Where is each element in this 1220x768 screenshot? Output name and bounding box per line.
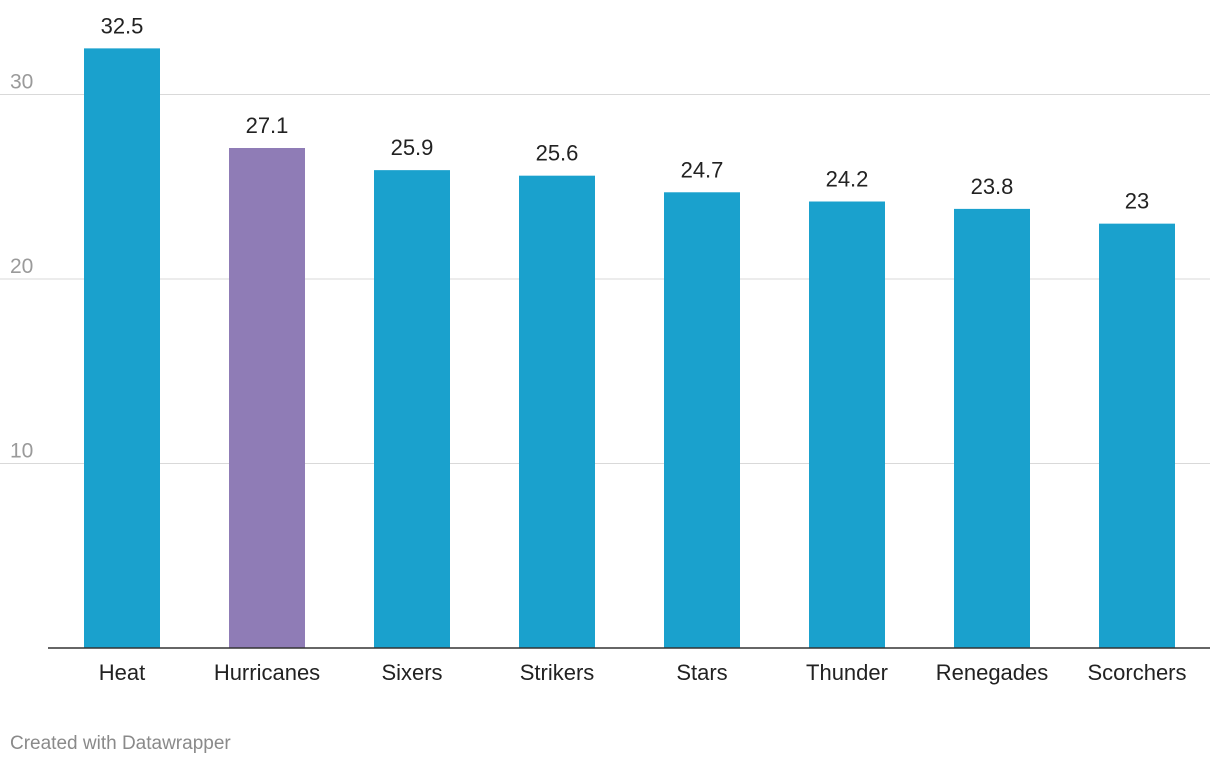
data-label: 23.8: [971, 174, 1014, 199]
x-tick-label: Strikers: [520, 660, 595, 685]
x-tick-label: Stars: [676, 660, 727, 685]
credit-text: Created with Datawrapper: [10, 733, 231, 754]
bars: [84, 48, 1175, 648]
y-tick-label: 10: [10, 440, 33, 463]
data-label: 24.2: [826, 167, 869, 192]
y-axis: 10 20 30: [10, 71, 33, 463]
x-tick-label: Hurricanes: [214, 660, 320, 685]
x-tick-label: Sixers: [381, 660, 442, 685]
data-label: 23: [1125, 189, 1149, 214]
x-tick-label: Scorchers: [1087, 660, 1186, 685]
y-tick-label: 20: [10, 255, 33, 278]
data-label: 24.7: [681, 157, 724, 182]
bar-heat: [84, 48, 160, 648]
data-label: 25.9: [391, 135, 434, 160]
bar-thunder: [809, 201, 885, 648]
bar-scorchers: [1099, 223, 1175, 648]
x-tick-label: Renegades: [936, 660, 1049, 685]
data-labels: 32.5 27.1 25.9 25.6 24.7 24.2 23.8 23: [101, 13, 1150, 213]
x-tick-label: Heat: [99, 660, 145, 685]
x-tick-label: Thunder: [806, 660, 888, 685]
bar-strikers: [519, 175, 595, 648]
bar-hurricanes: [229, 148, 305, 648]
bar-renegades: [954, 208, 1030, 648]
data-label: 32.5: [101, 13, 144, 38]
data-label: 27.1: [246, 113, 289, 138]
data-label: 25.6: [536, 141, 579, 166]
y-tick-label: 30: [10, 71, 33, 94]
x-axis: Heat Hurricanes Sixers Strikers Stars Thunder…: [48, 647, 1210, 685]
bar-stars: [664, 192, 740, 648]
bar-sixers: [374, 170, 450, 648]
